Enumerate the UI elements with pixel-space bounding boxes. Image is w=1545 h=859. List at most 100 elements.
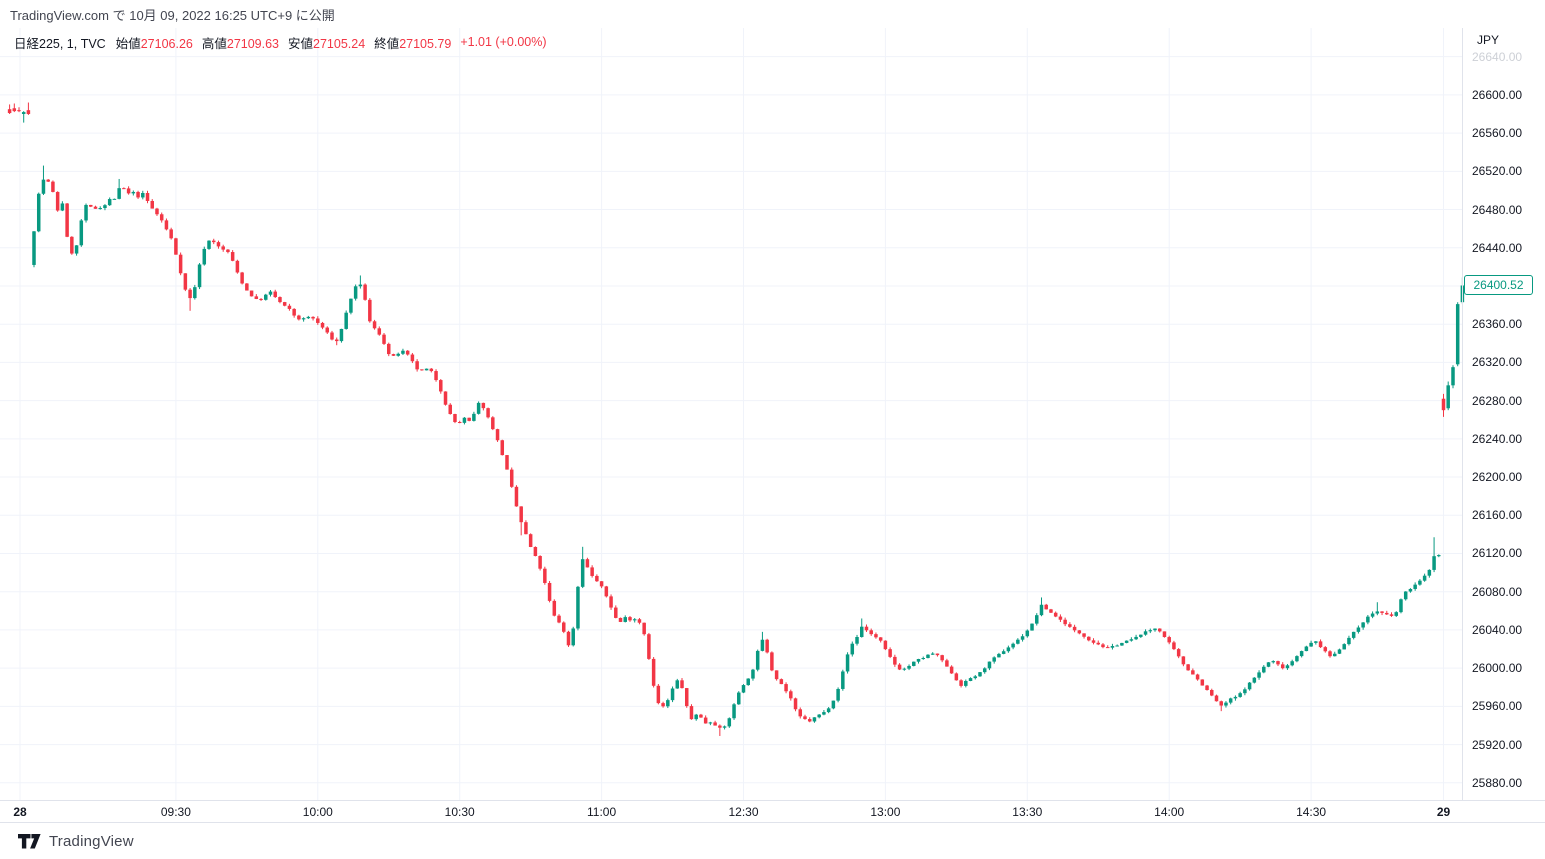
candle <box>945 658 949 667</box>
tradingview-logo-icon[interactable] <box>18 834 41 849</box>
candle <box>240 271 244 285</box>
candle <box>405 350 410 356</box>
candle <box>533 546 538 557</box>
candle <box>822 710 826 716</box>
time-tick-label: 13:30 <box>1012 805 1043 819</box>
candle <box>443 391 448 406</box>
candle <box>230 250 235 262</box>
candle <box>1399 598 1403 614</box>
candle <box>1366 614 1370 625</box>
candle <box>1266 662 1271 668</box>
candle <box>1063 617 1067 627</box>
candle <box>826 707 831 714</box>
publish-text: TradingView.com で 10月 09, 2022 16:25 UTC… <box>10 7 335 23</box>
candle <box>888 647 892 659</box>
candle <box>1427 569 1432 578</box>
candle <box>117 178 121 200</box>
candle <box>604 585 609 598</box>
candle <box>1228 697 1233 705</box>
candle <box>1295 655 1299 663</box>
candle <box>420 369 424 371</box>
candle <box>174 237 178 255</box>
candle <box>462 417 467 425</box>
candle <box>46 179 50 182</box>
candle <box>1413 582 1417 591</box>
candle <box>770 651 774 672</box>
time-axis[interactable]: 28 09:30 10:00 10:30 11:00 12:30 13:00 13:30 14:… <box>0 800 1545 823</box>
candle <box>907 664 911 671</box>
candle <box>855 634 859 646</box>
candle <box>793 697 798 712</box>
candle <box>1342 643 1346 650</box>
candle <box>874 632 878 639</box>
candle <box>614 605 618 619</box>
candle <box>954 672 959 681</box>
candle <box>320 321 325 330</box>
candle <box>159 212 164 223</box>
candle <box>599 581 604 589</box>
candle <box>916 658 921 664</box>
candle <box>1370 611 1375 619</box>
price-tick-label: 26480.00 <box>1472 202 1523 217</box>
candle <box>1148 628 1153 634</box>
candle <box>893 654 897 667</box>
candle <box>1176 648 1181 659</box>
candle <box>585 557 590 568</box>
candle <box>737 691 741 705</box>
candle <box>1139 634 1143 638</box>
candle <box>1110 643 1115 650</box>
candle <box>1276 660 1280 667</box>
candle <box>51 180 55 193</box>
candle <box>812 717 817 723</box>
candle <box>1432 537 1436 573</box>
candle <box>632 618 637 623</box>
price-tick-label: 26440.00 <box>1472 240 1523 255</box>
candle <box>197 263 202 290</box>
candle <box>651 657 656 688</box>
symbol-title[interactable]: 日経225, 1, TVC <box>14 36 106 51</box>
candle <box>1001 649 1006 655</box>
price-tick-label: 26360.00 <box>1472 317 1523 332</box>
candle <box>1153 628 1157 632</box>
candle <box>1181 656 1186 667</box>
candle <box>557 614 561 624</box>
candle <box>1455 302 1460 367</box>
price-tick-label: 25880.00 <box>1472 775 1523 790</box>
candle <box>519 506 523 536</box>
brand-text[interactable]: TradingView <box>49 833 134 850</box>
candle <box>926 654 930 659</box>
candle <box>562 621 566 634</box>
candle <box>339 328 344 343</box>
candle <box>358 275 363 289</box>
candle <box>306 315 311 319</box>
candle <box>784 682 788 694</box>
legend-low: 安値27105.24 <box>288 33 365 52</box>
candle <box>623 615 627 623</box>
candle <box>1333 651 1337 657</box>
price-axis[interactable]: JPY 26640.00 26600.00 26560.00 26520.00 2648… <box>1462 28 1545 800</box>
candle <box>1271 660 1276 664</box>
candle <box>1195 673 1200 681</box>
candle <box>964 679 968 688</box>
price-tick-label: 26320.00 <box>1472 355 1523 370</box>
candle <box>718 724 722 736</box>
candle <box>1243 687 1247 696</box>
candle <box>524 520 528 535</box>
legend-low-value: 27105.24 <box>313 36 366 51</box>
candle <box>774 670 779 681</box>
candle <box>221 244 225 252</box>
candle <box>1058 614 1063 623</box>
candle <box>595 574 599 582</box>
candle <box>684 687 689 708</box>
candle <box>363 283 367 301</box>
candle <box>680 678 684 689</box>
candle <box>576 585 580 631</box>
candle <box>1172 640 1176 651</box>
price-tick-label: 26240.00 <box>1472 431 1523 446</box>
candle <box>869 628 873 636</box>
candle <box>973 675 978 680</box>
time-tick-label: 10:30 <box>444 805 475 819</box>
candle <box>391 353 396 357</box>
footer-bar: TradingView <box>0 824 1545 859</box>
